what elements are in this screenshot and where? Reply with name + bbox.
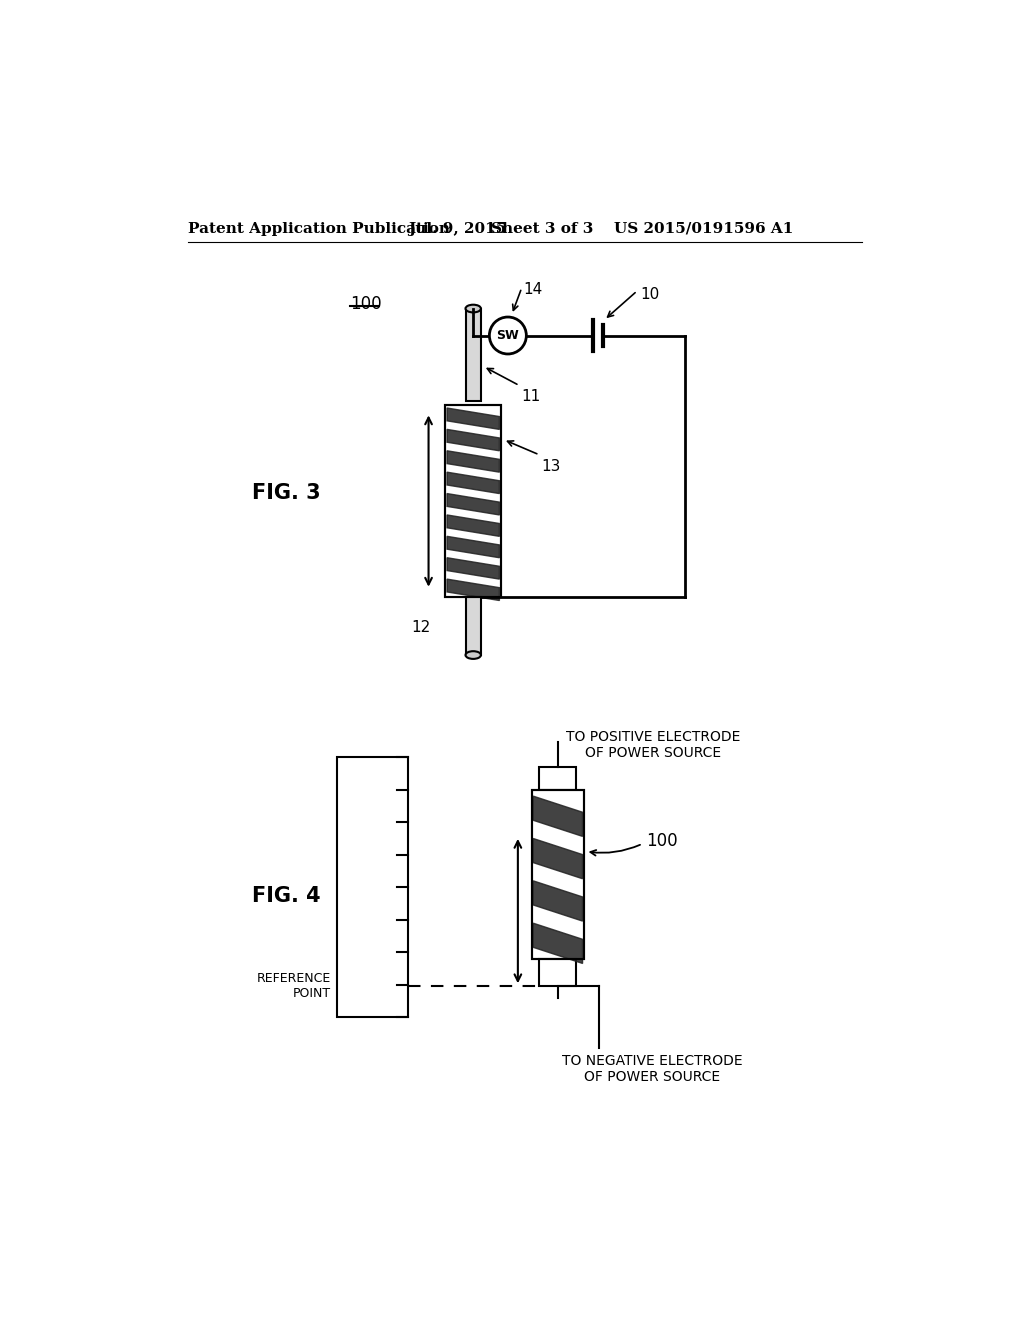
Polygon shape [447,536,500,558]
Polygon shape [447,515,500,536]
Text: 100: 100 [646,832,678,850]
Bar [466,309,481,401]
Circle shape [489,317,526,354]
Bar [445,405,501,598]
Polygon shape [447,558,500,579]
Ellipse shape [466,651,481,659]
Text: 13: 13 [542,459,561,474]
Text: US 2015/0191596 A1: US 2015/0191596 A1 [614,222,794,235]
Polygon shape [447,451,500,473]
Text: 11: 11 [521,389,541,404]
Bar [445,405,501,598]
Polygon shape [447,429,500,451]
Text: Jul. 9, 2015: Jul. 9, 2015 [408,222,506,235]
Bar [466,598,481,655]
Text: FIG. 3: FIG. 3 [252,483,321,503]
Text: 12: 12 [411,620,430,635]
Bar [531,789,584,960]
Polygon shape [534,796,583,837]
Bar [531,789,584,960]
Text: TO NEGATIVE ELECTRODE
OF POWER SOURCE: TO NEGATIVE ELECTRODE OF POWER SOURCE [562,1053,742,1084]
Text: TO POSITIVE ELECTRODE
OF POWER SOURCE: TO POSITIVE ELECTRODE OF POWER SOURCE [565,730,740,760]
Polygon shape [447,579,500,601]
Polygon shape [534,923,583,964]
Polygon shape [534,838,583,879]
Text: 10: 10 [640,286,659,302]
Polygon shape [534,880,583,921]
Bar [540,767,577,789]
Text: 14: 14 [523,282,543,297]
Text: 100: 100 [350,296,382,313]
Text: Sheet 3 of 3: Sheet 3 of 3 [490,222,593,235]
Polygon shape [447,494,500,515]
Bar [540,960,577,986]
Polygon shape [447,408,500,429]
Polygon shape [447,473,500,494]
Text: SW: SW [497,329,519,342]
Text: FIG. 4: FIG. 4 [252,886,321,906]
Text: REFERENCE
POINT: REFERENCE POINT [256,972,331,1001]
Text: Patent Application Publication: Patent Application Publication [188,222,451,235]
Bar [337,758,408,1016]
Ellipse shape [466,305,481,313]
